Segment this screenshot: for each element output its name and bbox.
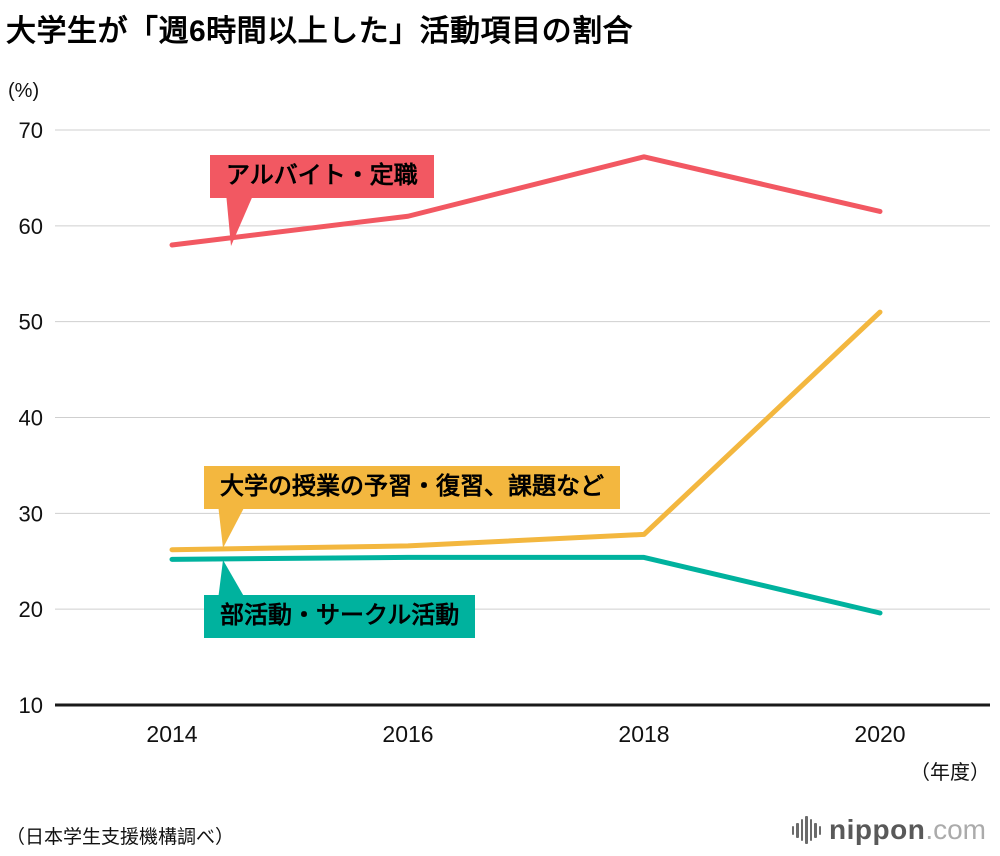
y-tick-label: 20 bbox=[19, 597, 43, 622]
x-axis-unit-label: （年度） bbox=[910, 762, 990, 784]
chart-title: 大学生が「週6時間以上した」活動項目の割合 bbox=[6, 15, 634, 48]
callout-pointer bbox=[226, 193, 254, 246]
y-axis-unit-label: (%) bbox=[8, 80, 40, 102]
series-label-class-prep: 大学の授業の予習・復習、課題など bbox=[204, 466, 620, 509]
series-line bbox=[169, 554, 883, 616]
logo-tld: .com bbox=[925, 814, 986, 845]
series-label-text: 大学の授業の予習・復習、課題など bbox=[220, 473, 604, 500]
series-label-text: 部活動・サークル活動 bbox=[220, 602, 460, 629]
y-tick-label: 70 bbox=[19, 118, 43, 143]
series-label-text: アルバイト・定職 bbox=[226, 162, 418, 189]
y-tick-label: 60 bbox=[19, 214, 43, 239]
y-tick-label: 10 bbox=[19, 693, 43, 718]
series-line bbox=[169, 154, 883, 248]
x-tick-label: 2014 bbox=[146, 721, 197, 747]
callout-pointer bbox=[218, 504, 246, 548]
y-tick-label: 40 bbox=[19, 406, 43, 431]
logo-name: nippon bbox=[829, 814, 926, 845]
series-line bbox=[169, 309, 883, 553]
nippon-logo: nippon.com bbox=[791, 814, 986, 846]
y-tick-label: 50 bbox=[19, 310, 43, 335]
series-label-part-time-job: アルバイト・定職 bbox=[210, 155, 434, 198]
waveform-icon bbox=[791, 815, 822, 845]
x-tick-label: 2020 bbox=[854, 721, 905, 747]
logo-wordmark: nippon.com bbox=[829, 814, 986, 846]
series-label-club-activities: 部活動・サークル活動 bbox=[204, 595, 476, 638]
y-tick-label: 30 bbox=[19, 501, 43, 526]
x-tick-label: 2018 bbox=[618, 721, 669, 747]
callout-pointer bbox=[218, 560, 246, 600]
x-tick-label: 2016 bbox=[382, 721, 433, 747]
source-note: （日本学生支援機構調べ） bbox=[6, 827, 235, 848]
